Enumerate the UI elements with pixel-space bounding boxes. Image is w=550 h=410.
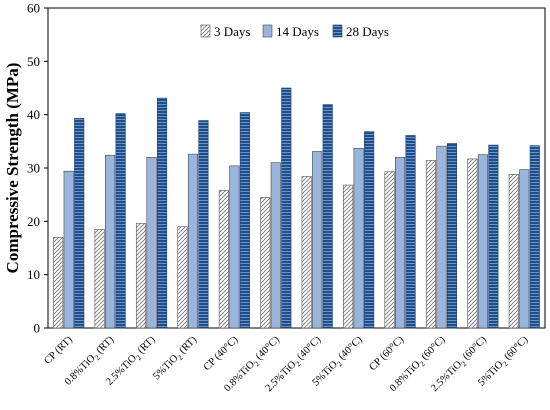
legend-swatch-28-days: [332, 24, 343, 38]
y-axis-label: Compressive Strength (MPa): [3, 63, 22, 274]
bar-28-days: [488, 144, 499, 329]
legend-label: 3 Days: [214, 24, 250, 39]
y-tick-label: 50: [27, 54, 40, 69]
x-tick-label-subscript: 2: [134, 353, 143, 362]
y-tick-label: 40: [27, 107, 40, 122]
bar-28-days: [281, 87, 292, 329]
x-tick-label-subscript: 2: [418, 359, 427, 368]
bar-3-days: [343, 184, 354, 329]
bar-14-days: [436, 145, 447, 329]
x-tick-label-subscript: 2: [501, 359, 510, 368]
x-axis-labels: CP (RT)0.8%TiO2 (RT)2.5%TiO2 (RT)5%TiO2 …: [42, 334, 530, 394]
bar-3-days: [135, 223, 147, 329]
legend: 3 Days 14 Days 28 Days: [200, 24, 389, 39]
x-tick-label-text: (40°C): [293, 334, 323, 364]
bar-28-days: [364, 131, 375, 329]
bar-3-days: [218, 190, 229, 329]
bar-14-days: [270, 162, 281, 329]
bars-group: [53, 87, 540, 329]
bar-28-days: [446, 143, 458, 329]
x-tick-label-subscript: 2: [252, 359, 261, 368]
bar-28-days: [529, 145, 540, 329]
x-tick-label: CP (RT): [42, 334, 75, 367]
y-tick-label: 10: [27, 267, 40, 282]
bar-3-days: [94, 229, 105, 329]
y-tick-label: 60: [27, 1, 40, 16]
x-tick-label-text: 0.8%TiO: [388, 359, 423, 394]
x-tick-label-text: 2.5%TiO: [264, 359, 299, 394]
bar-3-days: [467, 158, 478, 329]
bar-14-days: [353, 147, 364, 329]
x-tick-label-text: (40°C): [252, 334, 282, 364]
x-tick-label-text: (60°C): [500, 334, 530, 364]
plot-area-frame: [47, 7, 546, 329]
bar-3-days: [384, 171, 395, 329]
legend-swatch-14-days: [262, 24, 273, 38]
bar-28-days: [115, 113, 126, 329]
bar-3-days: [301, 176, 312, 329]
bar-28-days: [405, 135, 416, 329]
x-tick-label: CP (60°C): [367, 334, 406, 373]
bar-3-days: [425, 160, 437, 329]
y-tick-label: 20: [27, 214, 40, 229]
x-tick-label-text: (60°C): [418, 334, 448, 364]
x-tick-label: CP (40°C): [202, 334, 241, 373]
bar-14-days: [63, 170, 74, 329]
x-tick-label-text: (RT): [175, 334, 199, 358]
bar-3-days: [53, 237, 64, 329]
bar-3-days: [508, 174, 519, 329]
bar-14-days: [312, 151, 323, 329]
x-tick-label-subscript: 2: [176, 353, 185, 362]
y-axis: 0 10 20 30 40 50 60: [27, 1, 48, 336]
bar-14-days: [146, 157, 157, 329]
x-tick-label-text: CP (40°C): [202, 334, 241, 373]
x-tick-label-text: (60°C): [459, 334, 489, 364]
x-tick-label-subscript: 2: [459, 359, 468, 368]
bar-28-days: [74, 118, 85, 329]
bar-14-days: [394, 157, 406, 329]
legend-label: 14 Days: [276, 24, 319, 39]
x-tick-label-text: CP (RT): [42, 334, 75, 367]
bar-14-days: [229, 165, 240, 329]
x-tick-label: 5%TiO2 (RT): [151, 334, 201, 384]
x-tick-label-text: 2.5%TiO: [104, 353, 139, 388]
x-tick-label-subscript: 2: [93, 353, 102, 362]
bar-14-days: [477, 154, 488, 329]
x-tick-label-subscript: 2: [335, 359, 344, 368]
bar-28-days: [156, 97, 168, 329]
y-tick-label: 30: [27, 161, 40, 176]
bar-14-days: [519, 169, 530, 329]
bar-14-days: [187, 153, 199, 329]
x-tick-label-text: (40°C): [335, 334, 365, 364]
x-tick-label-text: (RT): [134, 334, 158, 358]
x-tick-label-text: (RT): [93, 334, 117, 358]
bar-28-days: [239, 112, 250, 329]
legend-label: 28 Days: [346, 24, 389, 39]
x-tick-label-text: 0.8%TiO: [222, 359, 257, 394]
bar-28-days: [198, 120, 209, 329]
x-tick-label-text: CP (60°C): [367, 334, 406, 373]
bar-3-days: [260, 197, 271, 329]
bar-3-days: [177, 226, 188, 329]
y-tick-label: 0: [34, 321, 41, 336]
x-tick-label-text: 2.5%TiO: [429, 359, 464, 394]
bar-14-days: [105, 154, 116, 329]
bar-28-days: [322, 104, 333, 329]
x-tick-label-subscript: 2: [294, 359, 303, 368]
x-tick-label-text: 0.8%TiO: [63, 353, 98, 388]
legend-swatch-3-days: [200, 24, 211, 38]
